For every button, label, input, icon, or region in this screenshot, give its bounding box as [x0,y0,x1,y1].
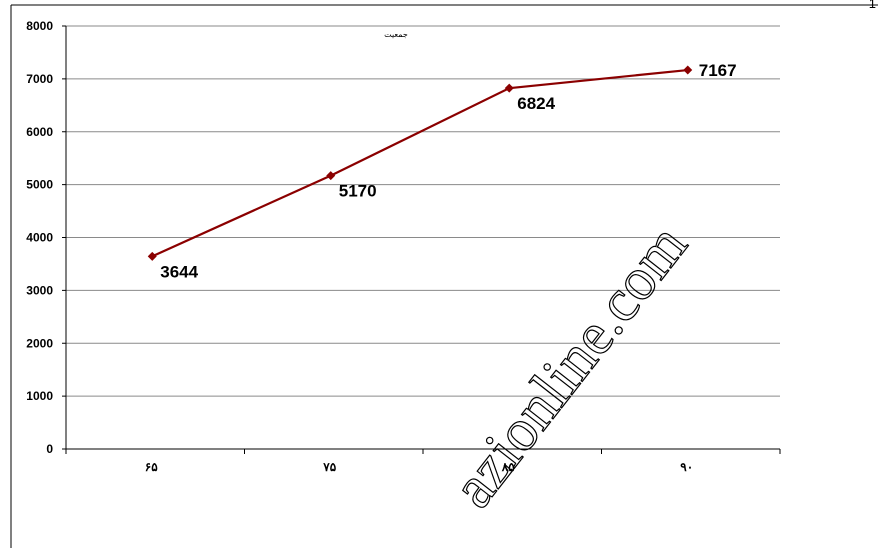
y-tick-label-5: 5000 [26,178,53,192]
x-tick-labels: ۶۵ ۷۵ ۸۵ ۹۰ [65,449,781,474]
y-tick-label-1: 1000 [26,389,53,403]
watermark-text: azionline.com [439,212,699,519]
y-tick-label-3: 3000 [26,283,53,297]
data-point-1 [326,171,336,181]
chart-title: جمعیت [384,30,408,39]
data-point-2 [504,83,514,93]
data-label-1: 5170 [339,182,377,201]
y-tick-label-0: 0 [46,442,53,456]
y-tick-label-2: 2000 [26,336,53,350]
gridlines [66,25,780,397]
series-0 [147,65,693,261]
x-tick-label-1: ۷۵ [322,460,336,474]
corner-number: 1 [868,0,876,11]
y-tick-label-8: 8000 [26,19,53,33]
x-tick-label-2: ۸۵ [501,460,515,474]
x-tick-label-3: ۹۰ [680,460,693,474]
data-label-3: 7167 [699,61,737,80]
data-labels: 3644 5170 6824 7167 [160,61,736,281]
y-tick-label-4: 4000 [26,231,53,245]
data-label-2: 6824 [517,94,555,113]
y-tick-label-7: 7000 [26,72,53,86]
y-tick-label-6: 6000 [26,125,53,139]
data-point-3 [683,65,693,75]
series-0-line [151,68,688,258]
y-tick-labels: 0 1000 2000 3000 4000 5000 6000 7000 8000 [26,19,66,456]
data-label-0: 3644 [160,262,198,281]
x-tick-label-0: ۶۵ [145,460,158,474]
data-point-0 [147,251,157,261]
